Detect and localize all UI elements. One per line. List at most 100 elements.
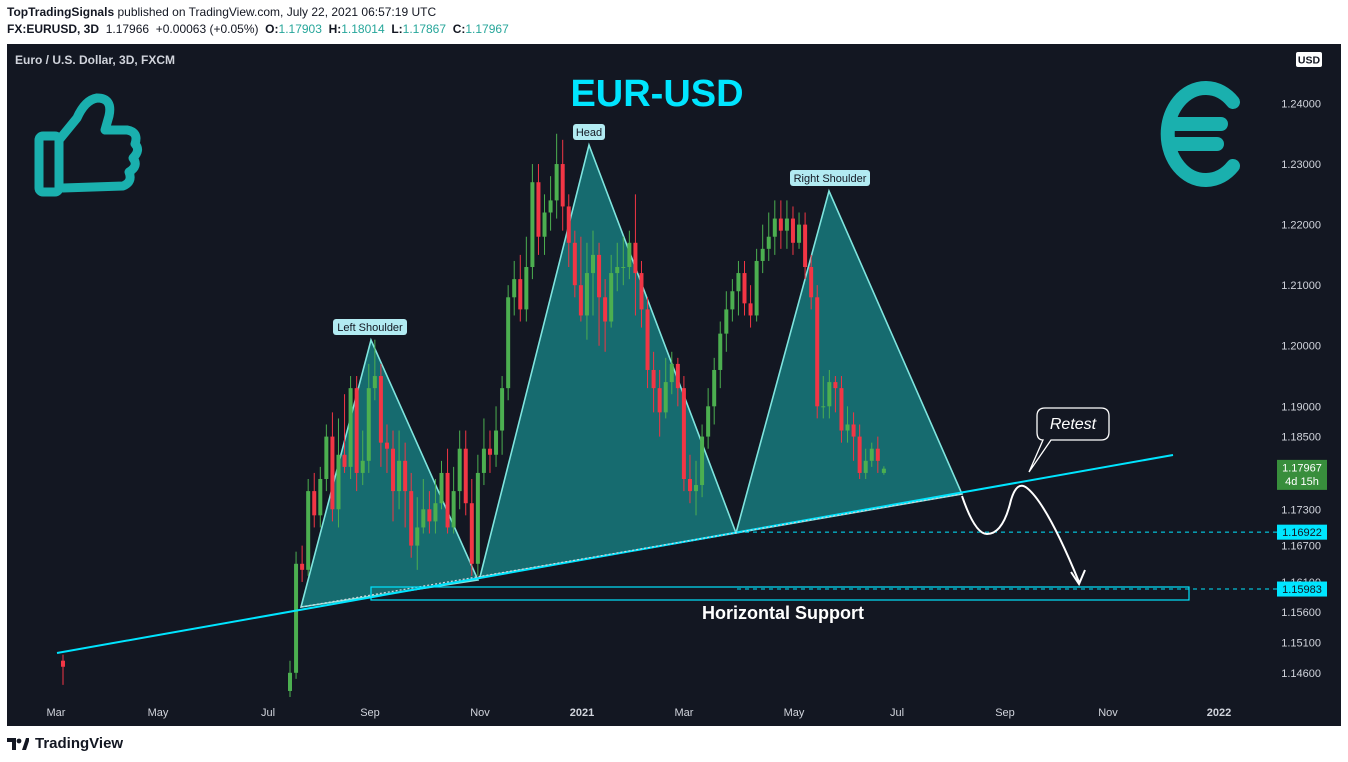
candle-body [639, 273, 644, 310]
candle-body [530, 182, 535, 268]
price-label-text: 1.16922 [1282, 527, 1322, 539]
chart-title: EUR-USD [570, 73, 743, 115]
candle-body [494, 430, 499, 455]
candle-body [312, 491, 317, 516]
y-tick-label: 1.17300 [1281, 504, 1321, 516]
horizontal-support-box [370, 586, 1190, 601]
euro-icon [1160, 81, 1240, 187]
candle-body [542, 212, 547, 237]
candle-body [433, 503, 438, 522]
candle-body [384, 442, 389, 449]
candle-body [833, 382, 838, 389]
y-tick-label: 1.16700 [1281, 541, 1321, 553]
candle-body [663, 382, 668, 413]
high-label: H: [328, 22, 342, 36]
y-tick-label: 1.18500 [1281, 432, 1321, 444]
candle-body [469, 503, 474, 564]
x-tick-label: May [784, 707, 805, 719]
candle-body [578, 285, 583, 316]
candle-body [821, 406, 826, 408]
candle-body [681, 388, 686, 479]
candle-body [875, 448, 880, 461]
candle-body [809, 267, 814, 298]
pattern-triangle [478, 142, 738, 578]
chart-panel[interactable]: 1.146001.151001.156001.161001.167001.173… [7, 44, 1341, 726]
high-value: 1.18014 [341, 22, 385, 36]
candle-body [391, 448, 396, 492]
y-tick-label: 1.21000 [1281, 280, 1321, 292]
low-label: L: [391, 22, 403, 36]
candle-body [61, 660, 65, 667]
candle-body [657, 388, 662, 413]
candle-body [730, 291, 735, 310]
candle-body [700, 436, 705, 486]
candle-body [790, 218, 795, 243]
svg-text:Head: Head [576, 127, 602, 139]
candle-body [554, 164, 559, 201]
pattern-triangle [734, 188, 964, 535]
candle-body [724, 309, 729, 334]
candlestick-chart[interactable]: 1.146001.151001.156001.161001.167001.173… [7, 44, 1341, 726]
candle-body [548, 200, 553, 213]
candle-body [318, 478, 323, 516]
candle-body [712, 369, 717, 407]
candle-body [706, 406, 711, 437]
candle-body [851, 424, 856, 437]
candle-body [591, 254, 595, 274]
right-shoulder-label: Right Shoulder [790, 170, 870, 186]
close-value: 1.17967 [465, 22, 509, 36]
candle-body [360, 460, 365, 473]
candle-body [784, 218, 789, 231]
currency-badge[interactable]: USD [1296, 52, 1322, 67]
candle-body [348, 388, 353, 467]
candle-body [409, 491, 414, 546]
candle-body [760, 248, 765, 261]
candle-body [736, 273, 741, 292]
publish-info: TopTradingSignals published on TradingVi… [7, 5, 436, 19]
candle-body [451, 491, 456, 528]
candle-body [342, 454, 347, 467]
x-tick-label: 2021 [570, 707, 594, 719]
open-label: O: [265, 22, 279, 36]
x-tick-label: Nov [1098, 707, 1118, 719]
head-label: Head [573, 124, 605, 140]
candle-body [445, 472, 450, 528]
candle-body [742, 273, 747, 304]
candle-body [603, 297, 608, 322]
candle-body [772, 218, 777, 237]
candle-body [857, 436, 862, 473]
candle-body [463, 448, 468, 504]
ohlc-header: FX:EURUSD, 3D 1.17966 +0.00063 (+0.05%) … [7, 22, 509, 36]
tradingview-logo-icon [7, 737, 29, 750]
candle-body [500, 388, 505, 431]
x-tick-label: Sep [360, 707, 380, 719]
price-label-box [1277, 524, 1327, 540]
candle-body [306, 491, 311, 570]
candle-body [687, 478, 692, 492]
tradingview-logo[interactable]: TradingView [7, 735, 123, 752]
price-label-countdown: 4d 15h [1285, 476, 1319, 488]
x-tick-label: 2022 [1207, 707, 1231, 719]
price-label-box [1277, 581, 1327, 597]
candle-body [336, 454, 341, 510]
svg-text:Right Shoulder: Right Shoulder [794, 173, 867, 185]
candle-body [881, 468, 886, 473]
candle-body [330, 436, 335, 510]
svg-text:USD: USD [1298, 55, 1321, 67]
projection-arrow-icon [1070, 569, 1086, 587]
candle-body [397, 460, 402, 492]
candle-body [694, 485, 699, 492]
publisher-name[interactable]: TopTradingSignals [7, 5, 115, 19]
candle-body [869, 448, 874, 461]
candle-body [457, 448, 462, 492]
candle-body [372, 376, 377, 389]
candle-body [584, 273, 589, 316]
candle-body [797, 224, 802, 243]
x-tick-label: Nov [470, 707, 490, 719]
y-tick-label: 1.15600 [1281, 607, 1321, 619]
candle-body [481, 448, 486, 473]
candle-body [536, 182, 541, 237]
candle-body [324, 436, 329, 479]
x-tick-label: Sep [995, 707, 1015, 719]
candle-body [621, 267, 626, 269]
